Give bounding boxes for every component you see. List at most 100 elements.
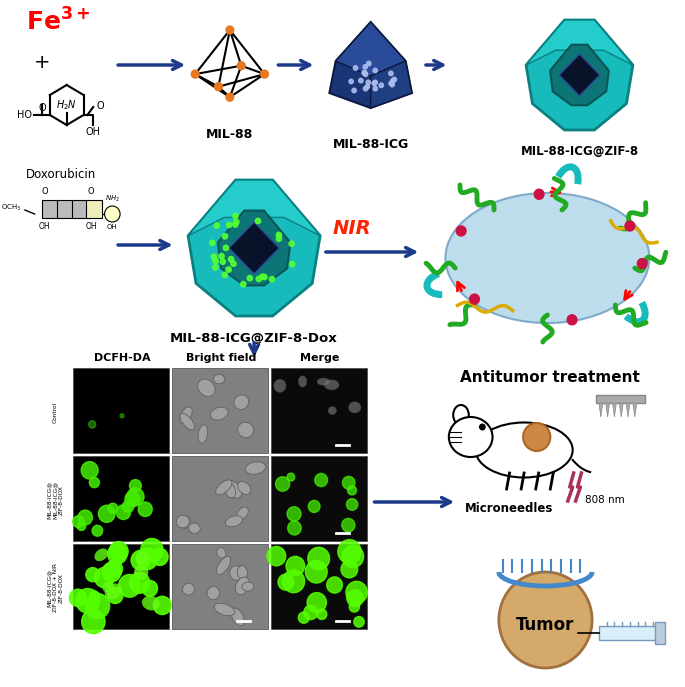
Circle shape [523,423,550,451]
Circle shape [276,236,282,241]
Ellipse shape [214,603,235,616]
Circle shape [233,222,238,227]
Circle shape [226,267,232,272]
Circle shape [342,476,355,489]
Polygon shape [371,61,412,108]
Ellipse shape [299,376,307,387]
Bar [73,368,169,453]
Circle shape [637,258,647,269]
Ellipse shape [214,374,225,384]
Circle shape [262,274,267,280]
Circle shape [86,567,99,582]
Circle shape [73,516,84,528]
Circle shape [92,526,103,536]
Ellipse shape [198,379,215,396]
Circle shape [346,581,367,603]
Circle shape [347,590,363,607]
Circle shape [226,26,234,34]
Circle shape [315,473,327,486]
Text: MIL-88-ICG: MIL-88-ICG [332,138,409,151]
Ellipse shape [198,425,208,443]
Bar [171,544,268,629]
Circle shape [276,232,282,238]
Ellipse shape [216,548,226,558]
Circle shape [220,259,225,264]
Text: Tumor: Tumor [516,616,575,634]
Ellipse shape [231,608,245,626]
Polygon shape [188,180,320,236]
Circle shape [247,275,253,281]
Text: OH: OH [38,222,50,231]
Polygon shape [526,20,633,65]
Circle shape [226,93,234,101]
Polygon shape [188,180,320,316]
Polygon shape [329,22,412,108]
Bar [656,622,665,644]
Circle shape [88,420,96,428]
Text: MIL-88-ICG@ZIF-8-Dox: MIL-88-ICG@ZIF-8-Dox [171,332,338,345]
Circle shape [390,82,395,87]
Circle shape [299,612,309,623]
Circle shape [308,548,329,570]
Circle shape [362,71,367,75]
Circle shape [231,261,236,267]
Circle shape [102,563,121,582]
Circle shape [213,258,218,264]
Ellipse shape [177,515,189,528]
Circle shape [136,548,158,570]
Circle shape [212,264,218,270]
Ellipse shape [225,516,242,527]
Polygon shape [229,222,279,274]
Circle shape [366,80,371,85]
Circle shape [108,504,118,513]
Ellipse shape [236,577,249,595]
Circle shape [365,85,370,89]
Ellipse shape [449,417,493,457]
Ellipse shape [229,565,243,581]
Polygon shape [633,403,637,417]
Circle shape [347,499,358,510]
Ellipse shape [142,596,160,611]
Circle shape [214,82,223,91]
Circle shape [108,544,127,564]
Text: DCFH-DA: DCFH-DA [94,353,150,363]
Circle shape [363,65,367,69]
Circle shape [373,80,377,85]
Text: O: O [41,187,48,196]
Circle shape [456,226,466,236]
Ellipse shape [453,405,469,425]
Text: Bright field: Bright field [186,353,256,363]
Ellipse shape [216,480,232,495]
Circle shape [567,315,577,325]
Circle shape [303,605,318,620]
Circle shape [105,206,120,222]
Text: OH: OH [107,224,118,230]
Circle shape [223,245,229,251]
Polygon shape [218,211,290,285]
Ellipse shape [136,552,149,565]
Circle shape [233,213,238,218]
Text: Microneedles: Microneedles [465,502,553,515]
Circle shape [260,70,269,78]
Ellipse shape [223,481,236,498]
Circle shape [286,556,305,576]
Circle shape [349,602,360,612]
Text: MIL-88: MIL-88 [206,128,253,141]
Circle shape [256,276,262,282]
Text: MIL-88-ICG@
ZIF-8-DOX + NIR
ZIF-8-DOX: MIL-88-ICG@ ZIF-8-DOX + NIR ZIF-8-DOX [47,563,63,613]
Circle shape [211,254,216,260]
Polygon shape [559,54,600,96]
Ellipse shape [134,565,148,580]
Polygon shape [626,403,630,417]
Bar [42,200,58,218]
Polygon shape [606,403,610,417]
Circle shape [256,218,261,224]
Ellipse shape [179,515,190,528]
Circle shape [362,71,366,75]
Text: +: + [34,52,51,71]
Circle shape [120,414,124,418]
Circle shape [499,572,592,668]
Text: OCH$_3$: OCH$_3$ [1,203,21,213]
Circle shape [119,574,140,597]
Circle shape [364,72,368,76]
